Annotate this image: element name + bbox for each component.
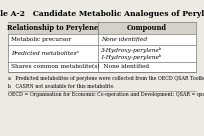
Text: Table A-2   Candidate Metabolic Analogues of Perylene: Table A-2 Candidate Metabolic Analogues … (0, 10, 204, 18)
Bar (8, 22, 196, 34)
Text: OECD = Organisation for Economic Co-operation and Development; QSAR = qsar: OECD = Organisation for Economic Co-oper… (8, 92, 204, 97)
Text: 3-Hydroxy-peryleneᵇ: 3-Hydroxy-peryleneᵇ (101, 47, 162, 53)
Text: None identified: None identified (101, 37, 147, 42)
Text: Predicted metabolitesᵃ: Predicted metabolitesᵃ (11, 51, 79, 56)
Text: 1-Hydroxy-peryleneᵇ: 1-Hydroxy-peryleneᵇ (101, 54, 162, 60)
Text: a   Predicted metabolites of perylene were collected from the OECD QSAR Toolbox: a Predicted metabolites of perylene were… (8, 76, 204, 81)
Text: Metabolic precursor: Metabolic precursor (11, 37, 71, 42)
Text: Compound: Compound (127, 24, 167, 32)
Text: Relationship to Perylene: Relationship to Perylene (7, 24, 99, 32)
Bar (8, 22, 196, 72)
Text: b   CASRN not available for this metabolite.: b CASRN not available for this metabolit… (8, 84, 115, 89)
Text: Shares common metabolite(s)  None identified: Shares common metabolite(s) None identif… (11, 64, 149, 70)
